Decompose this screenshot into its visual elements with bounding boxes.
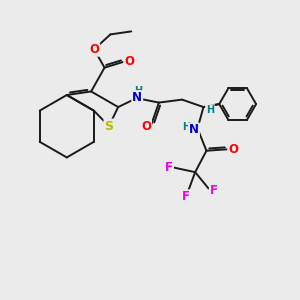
Text: F: F — [165, 161, 173, 174]
Text: O: O — [141, 121, 151, 134]
Text: N: N — [132, 91, 142, 104]
Text: F: F — [182, 190, 190, 203]
Text: S: S — [104, 120, 113, 133]
Text: N: N — [189, 123, 199, 136]
Text: H: H — [206, 105, 214, 115]
Text: O: O — [124, 55, 134, 68]
Text: H: H — [134, 86, 142, 96]
Text: F: F — [210, 184, 218, 197]
Text: H: H — [182, 122, 190, 132]
Text: O: O — [89, 43, 99, 56]
Text: O: O — [228, 143, 238, 156]
